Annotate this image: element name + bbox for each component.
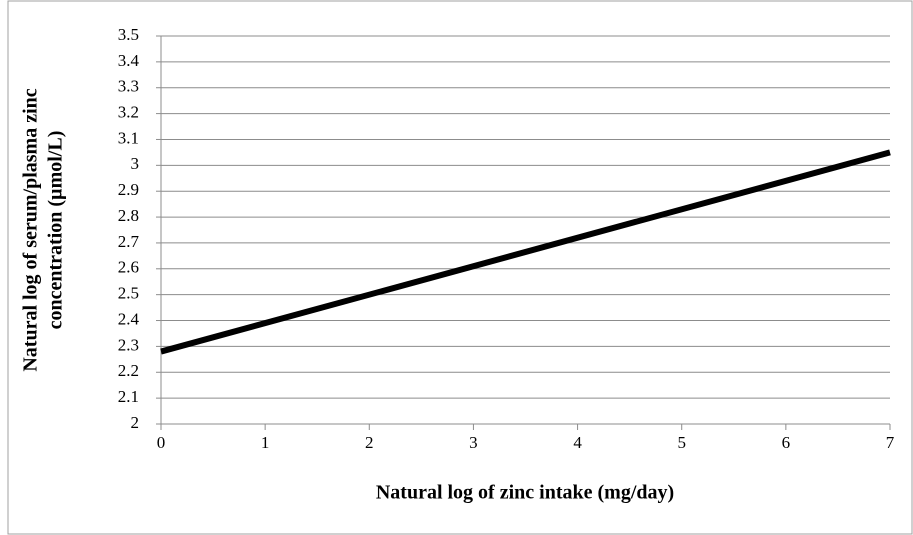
y-axis-label: concentration (µmol/L) — [45, 131, 67, 330]
y-tick-label: 2.9 — [118, 180, 139, 199]
y-axis-label: Natural log of serum/plasma zinc — [20, 88, 42, 371]
y-tick-label: 2.2 — [118, 361, 139, 380]
y-tick-label: 2.4 — [118, 309, 140, 328]
x-tick-label: 0 — [157, 433, 166, 452]
y-tick-label: 3.5 — [118, 25, 139, 44]
y-tick-label: 2 — [131, 413, 140, 432]
x-tick-label: 5 — [677, 433, 686, 452]
x-tick-label: 6 — [782, 433, 791, 452]
y-tick-label: 2.6 — [118, 258, 139, 277]
x-tick-label: 2 — [365, 433, 374, 452]
y-tick-label: 2.8 — [118, 206, 139, 225]
x-axis-label: Natural log of zinc intake (mg/day) — [376, 482, 674, 504]
data-line — [160, 149, 891, 355]
y-tick-label: 3.4 — [118, 51, 140, 70]
x-tick-label: 4 — [573, 433, 582, 452]
x-tick-label: 7 — [886, 433, 895, 452]
x-tick-label: 1 — [261, 433, 270, 452]
chart-frame — [7, 0, 913, 535]
y-tick-label: 3.1 — [118, 128, 139, 147]
y-tick-label: 2.5 — [118, 284, 139, 303]
x-tick-label: 3 — [469, 433, 478, 452]
y-tick-label: 2.3 — [118, 335, 139, 354]
y-tick-label: 3 — [131, 154, 140, 173]
y-tick-label: 3.3 — [118, 77, 139, 96]
y-tick-label: 2.7 — [118, 232, 140, 251]
y-tick-label: 2.1 — [118, 387, 139, 406]
y-tick-label: 3.2 — [118, 103, 139, 122]
